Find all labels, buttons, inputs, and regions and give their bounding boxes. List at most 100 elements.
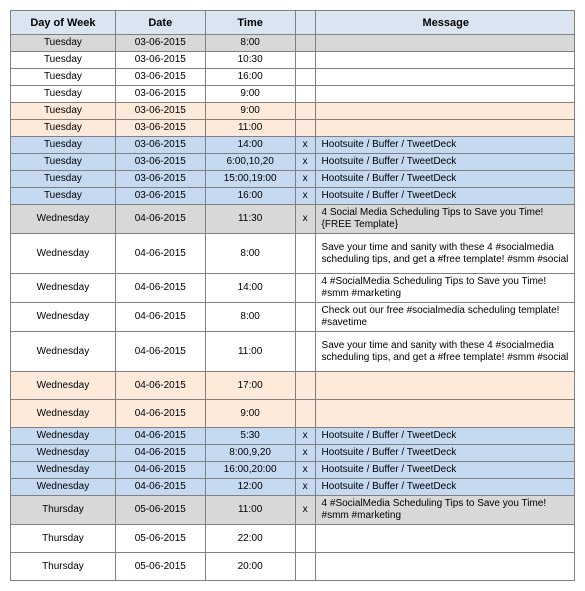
cell-date: 03-06-2015: [115, 120, 205, 137]
cell-time: 16:00: [205, 188, 295, 205]
cell-message: 4 Social Media Scheduling Tips to Save y…: [315, 205, 574, 234]
cell-date: 03-06-2015: [115, 69, 205, 86]
table-row: Tuesday03-06-201514:00xHootsuite / Buffe…: [11, 137, 575, 154]
cell-day: Tuesday: [11, 120, 116, 137]
cell-x: [295, 372, 315, 400]
table-row: Tuesday03-06-201516:00xHootsuite / Buffe…: [11, 188, 575, 205]
cell-message: [315, 372, 574, 400]
cell-date: 03-06-2015: [115, 137, 205, 154]
cell-time: 8:00: [205, 234, 295, 274]
cell-date: 03-06-2015: [115, 171, 205, 188]
cell-date: 04-06-2015: [115, 445, 205, 462]
cell-x: x: [295, 496, 315, 525]
cell-day: Tuesday: [11, 86, 116, 103]
cell-x: x: [295, 137, 315, 154]
cell-message: Save your time and sanity with these 4 #…: [315, 332, 574, 372]
table-row: Tuesday03-06-201510:30: [11, 52, 575, 69]
cell-day: Thursday: [11, 553, 116, 581]
cell-message: [315, 400, 574, 428]
cell-time: 6:00,10,20: [205, 154, 295, 171]
cell-date: 04-06-2015: [115, 332, 205, 372]
cell-message: [315, 35, 574, 52]
cell-x: [295, 103, 315, 120]
cell-x: x: [295, 428, 315, 445]
table-row: Thursday05-06-201522:00: [11, 525, 575, 553]
cell-message: Hootsuite / Buffer / TweetDeck: [315, 479, 574, 496]
cell-day: Tuesday: [11, 171, 116, 188]
cell-x: x: [295, 154, 315, 171]
cell-time: 8:00: [205, 303, 295, 332]
cell-date: 04-06-2015: [115, 303, 205, 332]
cell-x: [295, 35, 315, 52]
cell-time: 10:30: [205, 52, 295, 69]
cell-day: Wednesday: [11, 479, 116, 496]
cell-x: x: [295, 479, 315, 496]
cell-time: 11:00: [205, 332, 295, 372]
cell-day: Wednesday: [11, 372, 116, 400]
cell-x: [295, 400, 315, 428]
cell-date: 03-06-2015: [115, 103, 205, 120]
cell-date: 04-06-2015: [115, 462, 205, 479]
table-row: Wednesday04-06-201512:00xHootsuite / Buf…: [11, 479, 575, 496]
cell-message: [315, 52, 574, 69]
cell-date: 05-06-2015: [115, 525, 205, 553]
cell-x: [295, 303, 315, 332]
table-body: Tuesday03-06-20158:00Tuesday03-06-201510…: [11, 35, 575, 581]
cell-date: 05-06-2015: [115, 496, 205, 525]
table-row: Tuesday03-06-20159:00: [11, 86, 575, 103]
cell-x: [295, 525, 315, 553]
cell-time: 11:00: [205, 496, 295, 525]
cell-date: 04-06-2015: [115, 372, 205, 400]
cell-day: Tuesday: [11, 69, 116, 86]
cell-message: Save your time and sanity with these 4 #…: [315, 234, 574, 274]
cell-time: 16:00,20:00: [205, 462, 295, 479]
cell-x: x: [295, 188, 315, 205]
cell-date: 03-06-2015: [115, 35, 205, 52]
table-row: Wednesday04-06-201517:00: [11, 372, 575, 400]
table-row: Wednesday04-06-20158:00,9,20xHootsuite /…: [11, 445, 575, 462]
cell-day: Wednesday: [11, 428, 116, 445]
table-row: Tuesday03-06-201515:00,19:00xHootsuite /…: [11, 171, 575, 188]
cell-day: Wednesday: [11, 303, 116, 332]
cell-time: 20:00: [205, 553, 295, 581]
table-row: Thursday05-06-201511:00x4 #SocialMedia S…: [11, 496, 575, 525]
cell-time: 5:30: [205, 428, 295, 445]
cell-message: [315, 103, 574, 120]
header-date: Date: [115, 11, 205, 35]
cell-message: [315, 525, 574, 553]
cell-time: 9:00: [205, 400, 295, 428]
cell-time: 9:00: [205, 86, 295, 103]
table-row: Thursday05-06-201520:00: [11, 553, 575, 581]
table-row: Tuesday03-06-20156:00,10,20xHootsuite / …: [11, 154, 575, 171]
cell-day: Tuesday: [11, 154, 116, 171]
table-row: Wednesday04-06-20159:00: [11, 400, 575, 428]
cell-time: 15:00,19:00: [205, 171, 295, 188]
cell-day: Wednesday: [11, 234, 116, 274]
header-day: Day of Week: [11, 11, 116, 35]
cell-x: [295, 274, 315, 303]
cell-day: Wednesday: [11, 445, 116, 462]
cell-date: 04-06-2015: [115, 400, 205, 428]
cell-time: 22:00: [205, 525, 295, 553]
cell-x: [295, 553, 315, 581]
cell-day: Wednesday: [11, 462, 116, 479]
table-row: Wednesday04-06-20158:00 Save your time an…: [11, 234, 575, 274]
cell-message: Hootsuite / Buffer / TweetDeck: [315, 428, 574, 445]
cell-x: x: [295, 205, 315, 234]
cell-time: 8:00,9,20: [205, 445, 295, 462]
cell-day: Wednesday: [11, 332, 116, 372]
header-message: Message: [315, 11, 574, 35]
cell-x: [295, 69, 315, 86]
cell-date: 04-06-2015: [115, 234, 205, 274]
table-row: Tuesday03-06-201516:00: [11, 69, 575, 86]
cell-time: 14:00: [205, 137, 295, 154]
table-row: Wednesday04-06-20155:30xHootsuite / Buff…: [11, 428, 575, 445]
cell-date: 04-06-2015: [115, 479, 205, 496]
cell-date: 04-06-2015: [115, 205, 205, 234]
cell-x: x: [295, 462, 315, 479]
cell-date: 04-06-2015: [115, 428, 205, 445]
table-row: Wednesday04-06-20158:00Check out our fre…: [11, 303, 575, 332]
cell-day: Tuesday: [11, 188, 116, 205]
header-row: Day of Week Date Time Message: [11, 11, 575, 35]
cell-time: 11:30: [205, 205, 295, 234]
